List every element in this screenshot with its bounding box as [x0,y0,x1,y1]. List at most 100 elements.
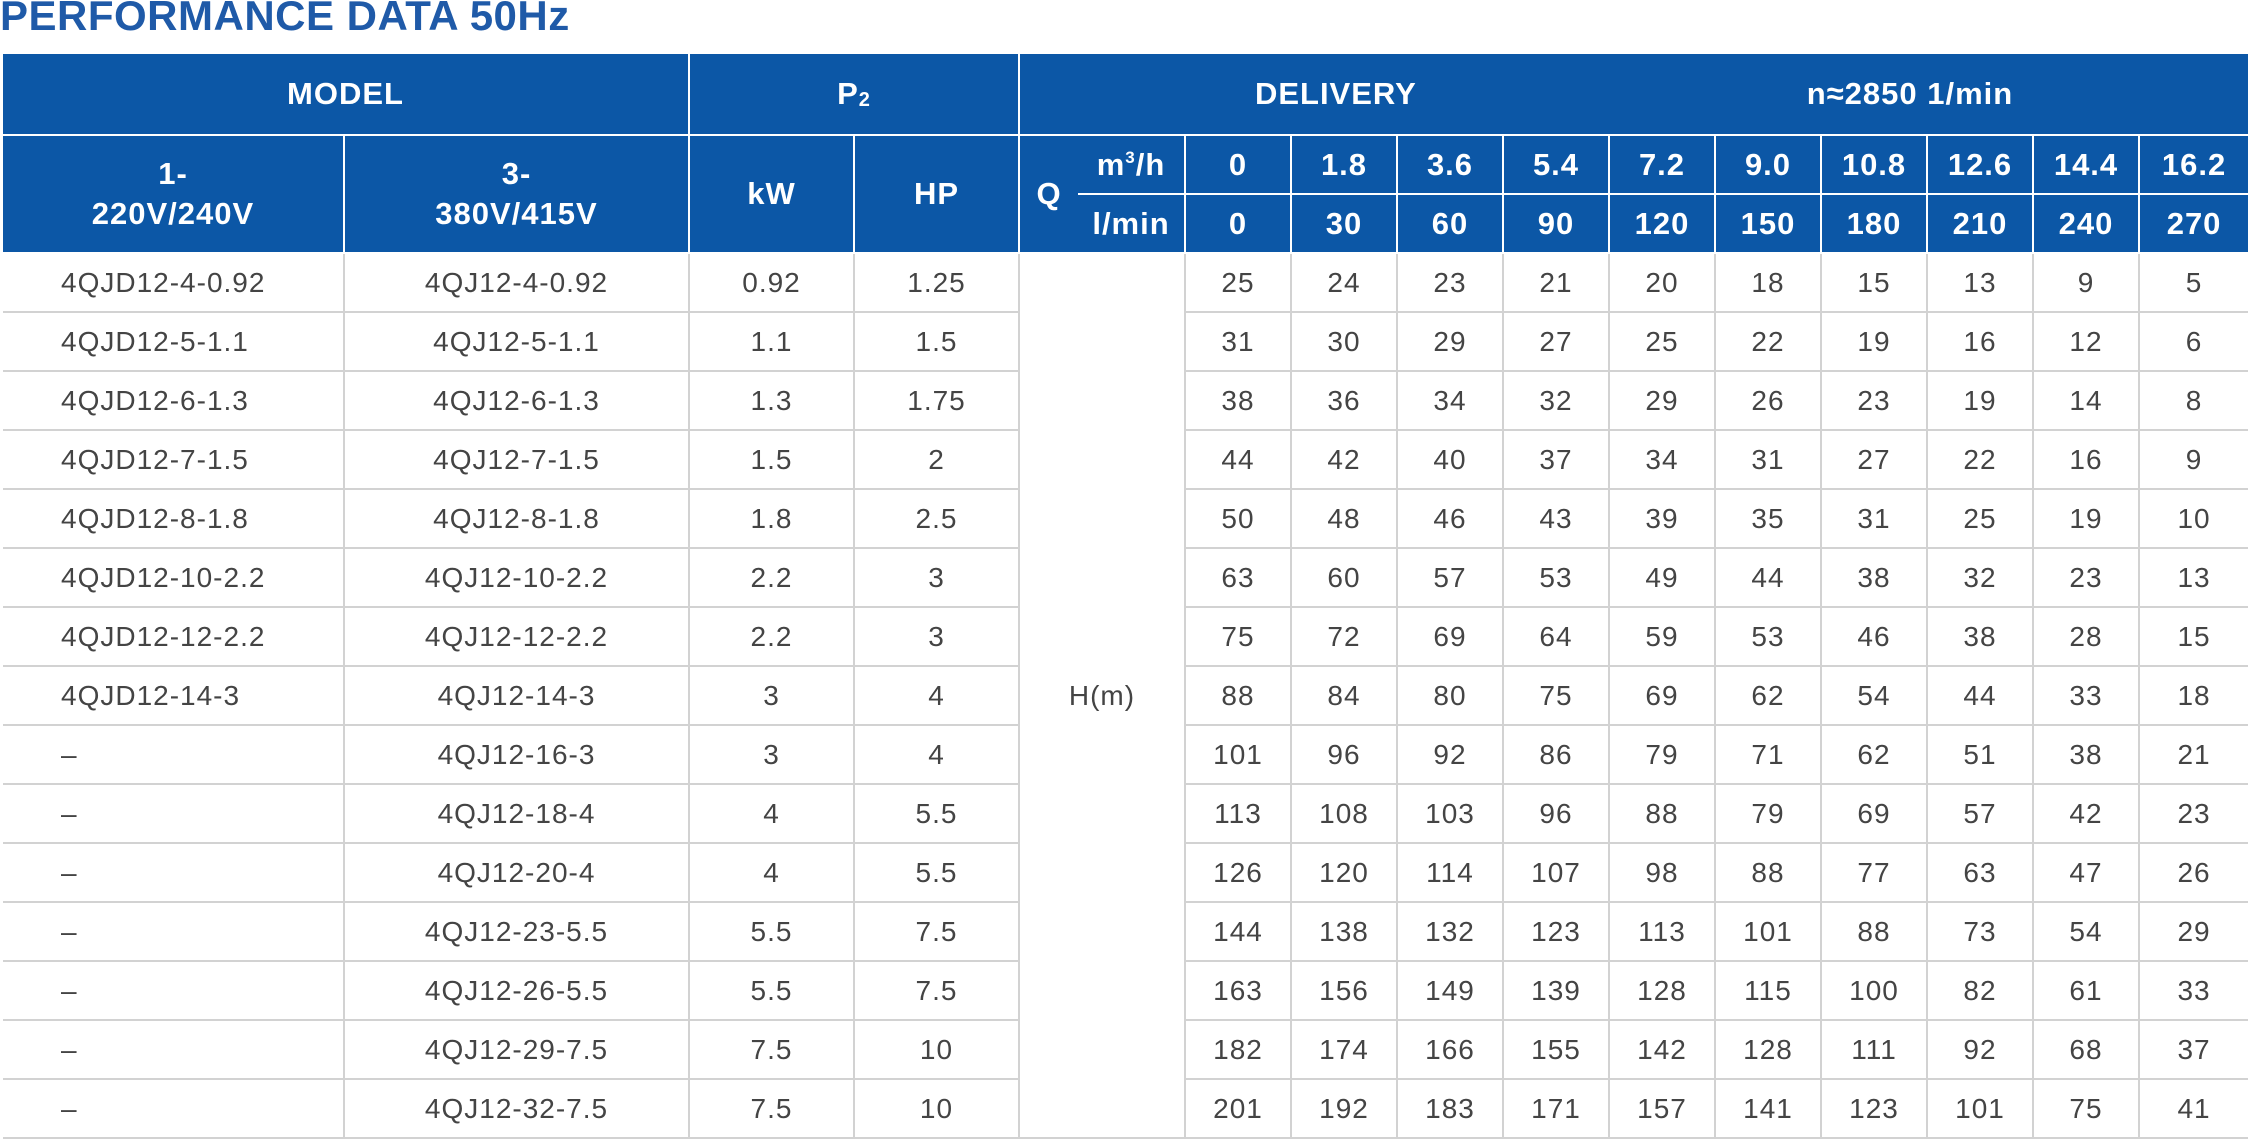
flow-lmin-cell: 210 [1927,194,2034,254]
single-phase-line1: 1- [158,156,188,191]
p2-main: P [837,76,859,111]
head-value-cell: 114 [1396,842,1504,903]
hp-cell: 7.5 [853,960,1020,1021]
head-value-cell: 9 [2137,429,2248,490]
head-value-cell: 75 [1184,606,1292,667]
head-value-cell: 144 [1184,901,1292,962]
single-phase-model-cell: 4QJD12-14-3 [3,665,345,726]
head-value-cell: 115 [1714,960,1822,1021]
head-value-cell: 53 [1714,606,1822,667]
head-value-cell: 79 [1608,724,1716,785]
head-value-cell: 88 [1608,783,1716,844]
head-value-cell: 132 [1396,901,1504,962]
head-value-cell: 88 [1714,842,1822,903]
head-value-cell: 35 [1714,488,1822,549]
flow-lmin-cell: 270 [2139,194,2248,254]
head-value-cell: 19 [1926,370,2034,431]
head-value-cell: 10 [2137,488,2248,549]
flow-lmin-cell: 60 [1397,194,1504,254]
kw-cell: 1.8 [688,488,855,549]
kw-cell: 7.5 [688,1078,855,1139]
head-value-cell: 69 [1608,665,1716,726]
flow-m3h-cell: 12.6 [1927,135,2034,195]
head-value-cell: 138 [1290,901,1398,962]
head-value-cell: 38 [2032,724,2140,785]
head-value-cell: 79 [1714,783,1822,844]
flow-lmin-cell: 150 [1715,194,1822,254]
head-value-cell: 33 [2137,960,2248,1021]
head-value-cell: 38 [1926,606,2034,667]
table-body: 4QJD12-4-0.92 4QJ12-4-0.92 0.92 1.25 H(m) 25 2… [3,253,2248,1139]
kw-cell: 1.1 [688,311,855,372]
kw-cell: 7.5 [688,1019,855,1080]
kw-header: kW [689,135,855,254]
hp-cell: 10 [853,1019,1020,1080]
flow-lmin-cell: 30 [1291,194,1398,254]
head-value-cell: 92 [1926,1019,2034,1080]
head-value-cell: 27 [1820,429,1928,490]
three-phase-line1: 3- [501,156,532,191]
table-row: –4QJ12-32-7.5 7.5 10 201 192 183 171 157 141 123 1… [3,1078,2248,1139]
head-value-cell: 141 [1714,1078,1822,1139]
table-row: 4QJD12-10-2.2 4QJ12-10-2.2 2.2 3 63 60 57 53 49 4… [3,547,2248,608]
single-phase-model-cell: – [3,960,345,1021]
head-value-cell: 30 [1290,311,1398,372]
head-value-cell: 42 [1290,429,1398,490]
head-value-cell: 34 [1608,429,1716,490]
table-row: –4QJ12-29-7.5 7.5 10 182 174 166 155 142 128 111 9… [3,1019,2248,1080]
single-phase-model-cell: 4QJD12-10-2.2 [3,547,345,608]
head-value-cell: 33 [2032,665,2140,726]
head-value-cell: 25 [1926,488,2034,549]
head-value-cell: 155 [1502,1019,1610,1080]
head-value-cell: 29 [1608,370,1716,431]
unit-m3h-header: m3/h [1078,135,1186,195]
kw-cell: 5.5 [688,901,855,962]
three-phase-header: 3- 380V/415V [344,135,690,254]
speed-label: n≈2850 1/min [1806,76,2014,111]
kw-cell: 1.3 [688,370,855,431]
head-value-cell: 96 [1290,724,1398,785]
head-value-cell: 6 [2137,311,2248,372]
head-value-cell: 21 [1502,253,1610,313]
head-value-cell: 80 [1396,665,1504,726]
head-value-cell: 69 [1820,783,1928,844]
head-value-cell: 96 [1502,783,1610,844]
head-value-cell: 28 [2032,606,2140,667]
head-value-cell: 46 [1396,488,1504,549]
head-value-cell: 88 [1820,901,1928,962]
single-phase-model-cell: 4QJD12-7-1.5 [3,429,345,490]
flow-m3h-cell: 3.6 [1397,135,1504,195]
head-value-cell: 14 [2032,370,2140,431]
head-value-cell: 192 [1290,1078,1398,1139]
head-value-cell: 23 [2137,783,2248,844]
head-value-cell: 77 [1820,842,1928,903]
kw-cell: 4 [688,783,855,844]
performance-table: MODEL P2 DELIVERY n≈2850 1/min 1- 220V/2… [3,54,2248,1139]
single-phase-model-cell: 4QJD12-12-2.2 [3,606,345,667]
table-row: 4QJD12-4-0.92 4QJ12-4-0.92 0.92 1.25 H(m) 25 2… [3,253,2248,1139]
head-value-cell: 163 [1184,960,1292,1021]
head-value-cell: 26 [2137,842,2248,903]
head-label-cell: H(m) [1018,253,1186,1139]
hp-cell: 1.75 [853,370,1020,431]
head-value-cell: 59 [1608,606,1716,667]
head-value-cell: 64 [1502,606,1610,667]
head-value-cell: 61 [2032,960,2140,1021]
head-value-cell: 123 [1820,1078,1928,1139]
unit-lmin-header: l/min [1078,194,1186,254]
head-value-cell: 120 [1290,842,1398,903]
kw-cell: 5.5 [688,960,855,1021]
head-value-cell: 13 [2137,547,2248,608]
head-value-cell: 23 [1396,253,1504,313]
head-value-cell: 21 [2137,724,2248,785]
head-value-cell: 16 [1926,311,2034,372]
head-value-cell: 27 [1502,311,1610,372]
head-value-cell: 182 [1184,1019,1292,1080]
single-phase-model-cell: – [3,901,345,962]
three-phase-model-cell: 4QJ12-5-1.1 [343,311,690,372]
head-value-cell: 156 [1290,960,1398,1021]
p2-header: P2 [689,54,1020,136]
head-value-cell: 38 [1820,547,1928,608]
head-value-cell: 32 [1502,370,1610,431]
head-value-cell: 31 [1714,429,1822,490]
